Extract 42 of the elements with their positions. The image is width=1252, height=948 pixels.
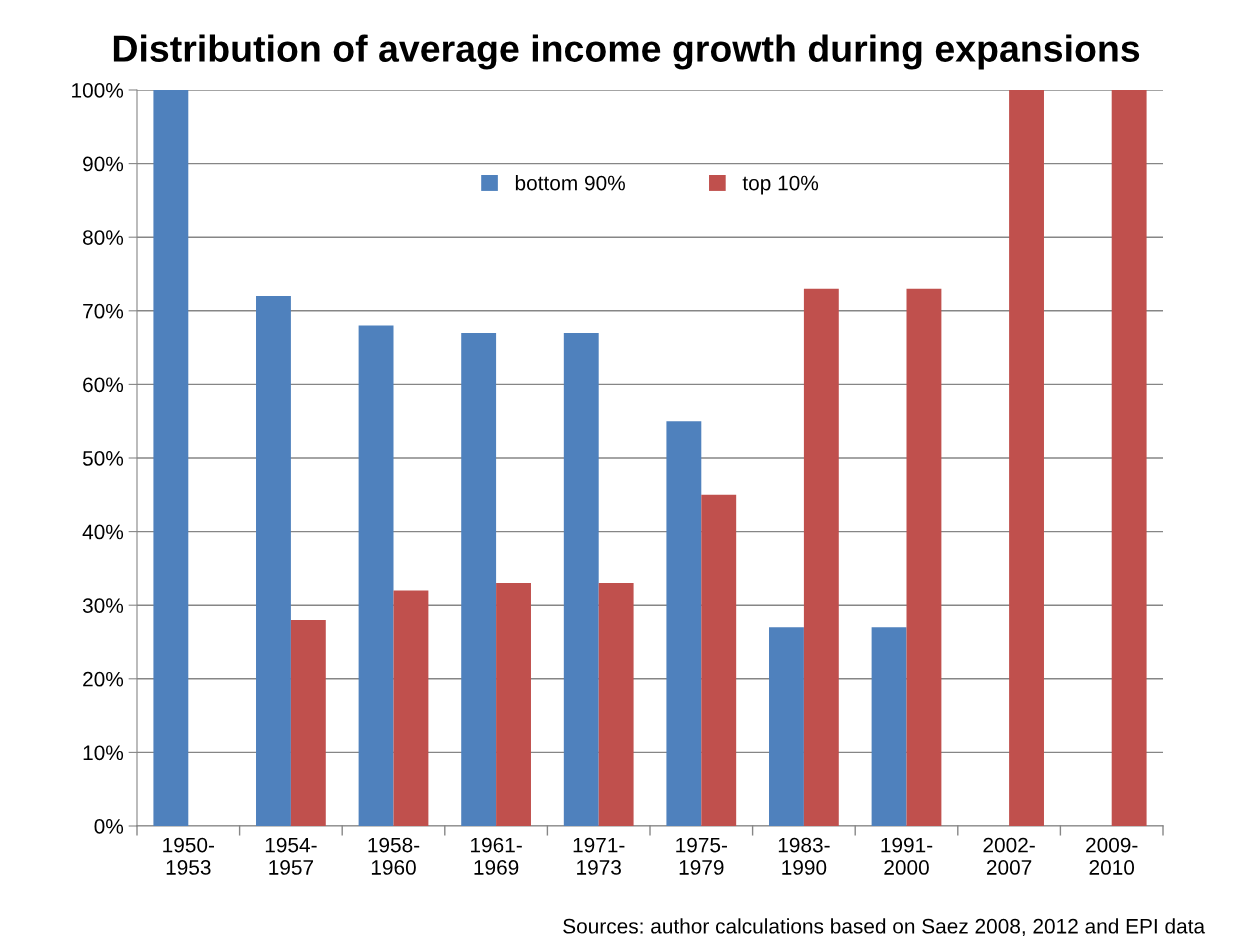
bar <box>358 325 394 826</box>
y-tick-label: 10% <box>83 745 124 761</box>
x-tick-label: 1991- 2000 <box>881 837 933 875</box>
x-tick-label: 1983- 1990 <box>778 837 830 875</box>
y-tick-label: 60% <box>83 377 124 393</box>
bar <box>153 90 189 826</box>
bar <box>803 288 839 826</box>
x-tick-label: 1950- 1953 <box>163 837 215 875</box>
y-tick-label: 90% <box>83 156 124 172</box>
bar <box>256 296 291 826</box>
bar <box>496 583 531 826</box>
y-tick-label: 70% <box>83 303 124 319</box>
bar <box>290 619 326 826</box>
bar <box>598 583 634 826</box>
x-tick-label: 2002- 2007 <box>983 837 1035 875</box>
source-note: Sources: author calculations based on Saez 2008, 2012 and EPI data <box>563 918 1206 937</box>
bar <box>1111 90 1147 826</box>
y-tick-label: 100% <box>72 83 124 98</box>
bar <box>461 332 497 826</box>
bar <box>769 627 804 826</box>
y-tick-label: 30% <box>82 598 124 613</box>
chart-title: Distribution of average income growth during expansions <box>113 34 1140 70</box>
legend-label: top 10% <box>742 175 819 195</box>
x-tick-label: 1958- 1960 <box>368 837 420 875</box>
bar <box>393 590 429 826</box>
y-tick-label: 0% <box>94 819 124 834</box>
y-tick-label: 20% <box>83 671 124 687</box>
legend-label: bottom 90% <box>515 175 625 191</box>
x-tick-label: 1961- 1969 <box>471 837 522 875</box>
bar <box>906 288 942 826</box>
bar <box>701 494 737 826</box>
bar <box>871 627 907 826</box>
y-tick-label: 50% <box>82 451 124 466</box>
x-tick-label: 2009- 2010 <box>1086 837 1138 875</box>
bar <box>563 332 599 826</box>
x-tick-label: 1975- 1979 <box>676 837 728 875</box>
x-tick-label: 1954- 1957 <box>265 837 317 875</box>
bar <box>1009 90 1044 826</box>
bar <box>666 421 702 826</box>
y-tick-label: 80% <box>83 230 124 245</box>
y-tick-label: 40% <box>82 524 124 540</box>
x-tick-label: 1971- 1973 <box>573 837 625 875</box>
